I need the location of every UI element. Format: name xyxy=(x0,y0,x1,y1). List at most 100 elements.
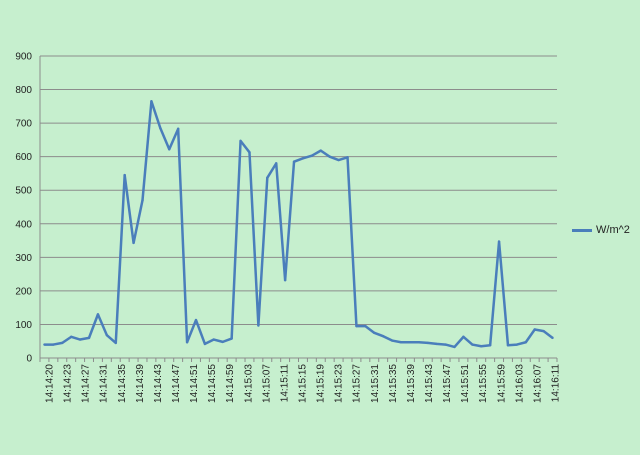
x-tick-labels: 14:14:20 14:14:23 14:14:27 14:14:31 14:14:35… xyxy=(45,364,562,403)
data-point xyxy=(239,139,242,143)
data-point xyxy=(506,344,510,347)
x-tick-label: 14:15:15 xyxy=(298,364,309,403)
data-point xyxy=(355,324,358,328)
x-tick-label: 14:15:11 xyxy=(279,364,290,403)
x-tick-label: 14:14:43 xyxy=(153,364,164,403)
data-point xyxy=(551,336,554,340)
x-tick-label: 14:15:59 xyxy=(496,364,507,403)
data-point xyxy=(292,160,296,163)
x-tick-label: 14:14:59 xyxy=(225,364,236,403)
data-point xyxy=(123,173,126,177)
data-point xyxy=(257,324,260,327)
data-point xyxy=(221,340,224,344)
x-tick-label: 14:15:07 xyxy=(261,364,272,403)
data-point xyxy=(337,158,340,162)
x-tick-label: 14:14:55 xyxy=(207,364,218,403)
data-point xyxy=(319,149,322,152)
data-point xyxy=(435,342,438,346)
legend-label: W/m^2 xyxy=(596,224,630,236)
x-tick-label: 14:14:39 xyxy=(135,364,146,403)
data-point xyxy=(69,335,73,339)
data-point xyxy=(301,157,305,160)
data-point xyxy=(453,345,456,349)
legend: W/m^2 xyxy=(572,224,630,236)
data-point xyxy=(373,331,376,335)
x-tick-label: 14:15:19 xyxy=(316,364,327,403)
x-tick-label: 14:15:47 xyxy=(442,364,453,403)
x-tick-label: 14:15:03 xyxy=(243,364,254,403)
data-point xyxy=(399,341,403,344)
x-tick-label: 14:14:31 xyxy=(99,364,110,403)
y-tick-labels: 0 100 200 300 400 500 600 700 800 900 xyxy=(15,52,32,365)
series-layer xyxy=(43,100,554,349)
x-tick-label: 14:16:03 xyxy=(514,364,525,403)
axes xyxy=(39,56,558,362)
legend-swatch xyxy=(572,228,592,232)
x-tick-label: 14:14:23 xyxy=(63,364,74,403)
data-point xyxy=(364,324,367,328)
data-point xyxy=(444,343,447,346)
data-point xyxy=(248,151,251,154)
data-point xyxy=(43,343,46,346)
x-tick-label: 14:14:35 xyxy=(117,364,128,403)
data-point xyxy=(480,345,483,348)
x-tick-label: 14:15:35 xyxy=(388,364,399,403)
y-tick-label: 700 xyxy=(15,119,32,130)
x-tick-label: 14:15:27 xyxy=(352,364,363,403)
data-point xyxy=(230,337,233,340)
x-tick-label: 14:14:51 xyxy=(189,364,200,403)
data-point xyxy=(61,341,64,345)
data-point xyxy=(462,335,465,339)
data-point xyxy=(185,341,189,344)
y-tick-label: 200 xyxy=(15,286,32,297)
data-point xyxy=(542,329,545,333)
data-point xyxy=(194,318,198,322)
data-point xyxy=(132,241,135,245)
y-tick-label: 500 xyxy=(15,186,32,197)
x-tick-label: 14:14:47 xyxy=(171,364,182,403)
x-tick-label: 14:15:55 xyxy=(478,364,489,403)
series-line xyxy=(44,100,554,349)
data-point xyxy=(328,155,331,158)
data-point xyxy=(168,148,171,151)
y-tick-label: 800 xyxy=(15,85,32,96)
x-tick-label: 14:15:23 xyxy=(334,364,345,403)
x-tick-label: 14:15:31 xyxy=(370,364,381,403)
data-point xyxy=(96,313,100,316)
data-point xyxy=(524,341,528,344)
data-point xyxy=(417,341,421,344)
data-point xyxy=(275,162,278,165)
data-point xyxy=(408,341,412,344)
data-point xyxy=(78,338,82,341)
data-point xyxy=(150,100,153,103)
data-point xyxy=(159,126,162,130)
data-point xyxy=(87,336,91,340)
y-tick-label: 300 xyxy=(15,253,32,264)
y-tick-label: 0 xyxy=(26,354,32,365)
data-point xyxy=(176,127,180,131)
data-point xyxy=(488,344,492,347)
data-point xyxy=(52,343,55,346)
data-point xyxy=(381,334,385,338)
y-tick-label: 600 xyxy=(15,152,32,163)
data-point xyxy=(105,333,109,337)
data-point xyxy=(497,240,501,243)
data-point xyxy=(426,341,429,345)
gridlines xyxy=(40,55,557,325)
data-point xyxy=(471,343,474,346)
data-point xyxy=(203,342,207,346)
data-point xyxy=(266,176,269,180)
y-tick-label: 400 xyxy=(15,219,32,230)
data-point xyxy=(533,328,536,331)
data-point xyxy=(310,154,314,157)
data-point xyxy=(114,341,117,345)
x-tick-label: 14:14:27 xyxy=(81,364,92,403)
y-tick-label: 100 xyxy=(15,320,32,331)
data-point xyxy=(283,278,287,282)
x-tick-label: 14:15:43 xyxy=(424,364,435,403)
x-tick-label: 14:14:20 xyxy=(45,364,56,403)
data-point xyxy=(515,343,519,346)
x-tick-label: 14:15:39 xyxy=(406,364,417,403)
